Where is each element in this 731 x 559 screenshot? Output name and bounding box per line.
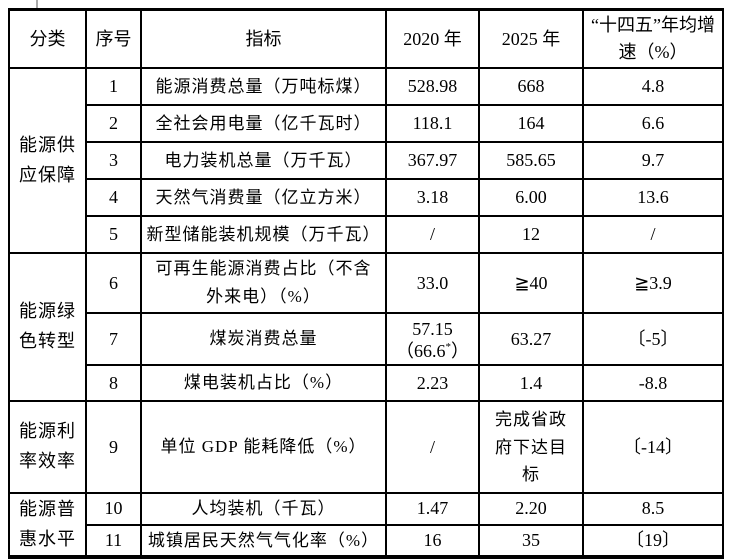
row-number-cell: 7 <box>85 312 142 367</box>
header-cell-category: 分类 <box>8 8 87 69</box>
growth-cell: 〔19〕 <box>582 523 724 559</box>
value-2025-cell: ≧40 <box>478 251 584 315</box>
category-cell-green: 能源绿色转型 <box>8 251 87 403</box>
table-row: 能源绿色转型 6 可再生能源消费占比（不含外来电）（%） 33.0 ≧40 ≧3… <box>8 251 724 403</box>
table-row: 11 城镇居民天然气气化率（%） 16 35 〔19〕 <box>9 523 724 559</box>
row-number-cell: 2 <box>85 104 142 143</box>
value-2025-cell: 12 <box>478 215 584 254</box>
table-row: 能源供应保障 1 能源消费总量（万吨标煤） 528.98 668 4.8 <box>8 67 724 254</box>
header-cell-2025: 2025 年 <box>478 8 584 69</box>
table-row: 3 电力装机总量（万千瓦） 367.97 585.65 9.7 <box>9 141 724 180</box>
category-label: 能源利率效率 <box>19 421 76 472</box>
indicator-cell: 城镇居民天然气气化率（%） <box>140 523 387 559</box>
growth-cell: 〔-5〕 <box>582 312 724 367</box>
table-row: 能源普惠水平 10 人均装机（千瓦） 1.47 2.20 8.5 <box>8 492 724 559</box>
value-2020-cell: 118.1 <box>385 104 480 143</box>
header-cell-indicator: 指标 <box>140 8 387 69</box>
row-number-cell: 10 <box>85 492 142 526</box>
table-row: 4 天然气消费量（亿立方米） 3.18 6.00 13.6 <box>9 178 724 217</box>
row-number-cell: 4 <box>85 178 142 217</box>
table-row: 5 新型储能装机规模（万千瓦） / 12 / <box>9 215 724 254</box>
indicator-table: 分类 序号 指标 2020 年 2025 年 “十四五”年均增速（%） 能源供应… <box>8 8 724 559</box>
value-2020-cell: 33.0 <box>385 251 480 315</box>
crop-artifact-line <box>36 0 38 9</box>
value-2025-cell: 2.20 <box>478 492 584 526</box>
growth-cell: 4.8 <box>582 67 724 106</box>
row-number-cell: 6 <box>85 251 142 315</box>
value-2025-cell: 164 <box>478 104 584 143</box>
value-2020-cell: 3.18 <box>385 178 480 217</box>
header-cell-2020: 2020 年 <box>385 8 480 69</box>
indicator-label: 可再生能源消费占比（不含外来电）（%） <box>155 259 372 307</box>
indicator-cell: 电力装机总量（万千瓦） <box>140 141 387 180</box>
table-row: 能源利率效率 9 单位 GDP 能耗降低（%） / 完成省政府下达目标 〔-14… <box>8 400 724 495</box>
value-2025-cell: 585.65 <box>478 141 584 180</box>
row-number-cell: 8 <box>85 364 142 403</box>
category-cell-supply: 能源供应保障 <box>8 67 87 254</box>
value-note: （66.6*） <box>396 341 469 362</box>
growth-cell: 〔-14〕 <box>582 400 724 495</box>
table-row: 7 煤炭消费总量 57.15 （66.6*） 63.27 〔-5〕 <box>9 312 724 367</box>
row-number-cell: 1 <box>85 67 142 106</box>
value-2025-label: 完成省政府下达目标 <box>495 410 567 484</box>
value-2025-cell: 完成省政府下达目标 <box>478 400 584 495</box>
value-2025-cell: 63.27 <box>478 312 584 367</box>
indicator-cell: 全社会用电量（亿千瓦时） <box>140 104 387 143</box>
category-cell-efficiency: 能源利率效率 <box>8 400 87 495</box>
value-main: 57.15 <box>412 318 453 339</box>
value-2020-cell: 57.15 （66.6*） <box>385 312 480 367</box>
indicator-cell: 新型储能装机规模（万千瓦） <box>140 215 387 254</box>
growth-cell: 6.6 <box>582 104 724 143</box>
growth-cell: 13.6 <box>582 178 724 217</box>
category-label: 能源供应保障 <box>19 134 76 185</box>
growth-cell: / <box>582 215 724 254</box>
indicator-cell: 人均装机（千瓦） <box>140 492 387 526</box>
value-2025-cell: 35 <box>478 523 584 559</box>
category-label: 能源普惠水平 <box>19 499 76 549</box>
category-label: 能源绿色转型 <box>19 301 76 352</box>
header-cell-no: 序号 <box>85 8 142 69</box>
value-2020-cell: / <box>385 215 480 254</box>
row-number-cell: 9 <box>85 400 142 495</box>
header-row: 分类 序号 指标 2020 年 2025 年 “十四五”年均增速（%） <box>8 8 724 69</box>
row-number-cell: 11 <box>85 523 142 559</box>
growth-cell: ≧3.9 <box>582 251 724 315</box>
value-2020-cell: 2.23 <box>385 364 480 403</box>
growth-cell: 9.7 <box>582 141 724 180</box>
header-cell-growth: “十四五”年均增速（%） <box>582 8 724 69</box>
value-2020-cell: 1.47 <box>385 492 480 526</box>
value-2020-cell: 528.98 <box>385 67 480 106</box>
indicator-cell: 天然气消费量（亿立方米） <box>140 178 387 217</box>
indicator-cell: 煤电装机占比（%） <box>140 364 387 403</box>
value-2020-cell: 367.97 <box>385 141 480 180</box>
indicator-cell: 煤炭消费总量 <box>140 312 387 367</box>
row-number-cell: 5 <box>85 215 142 254</box>
indicator-cell: 单位 GDP 能耗降低（%） <box>140 400 387 495</box>
growth-cell: 8.5 <box>582 492 724 526</box>
row-number-cell: 3 <box>85 141 142 180</box>
value-2020-cell: / <box>385 400 480 495</box>
header-growth-label: “十四五”年均增速（%） <box>591 15 715 62</box>
table-row: 2 全社会用电量（亿千瓦时） 118.1 164 6.6 <box>9 104 724 143</box>
category-cell-universal: 能源普惠水平 <box>8 492 87 559</box>
value-2025-cell: 668 <box>478 67 584 106</box>
indicator-cell: 可再生能源消费占比（不含外来电）（%） <box>140 251 387 315</box>
value-2020-cell: 16 <box>385 523 480 559</box>
indicator-cell: 能源消费总量（万吨标煤） <box>140 67 387 106</box>
footnote-asterisk: * <box>445 341 452 354</box>
growth-cell: -8.8 <box>582 364 724 403</box>
value-2025-cell: 6.00 <box>478 178 584 217</box>
table-row: 8 煤电装机占比（%） 2.23 1.4 -8.8 <box>9 364 724 403</box>
value-2025-cell: 1.4 <box>478 364 584 403</box>
